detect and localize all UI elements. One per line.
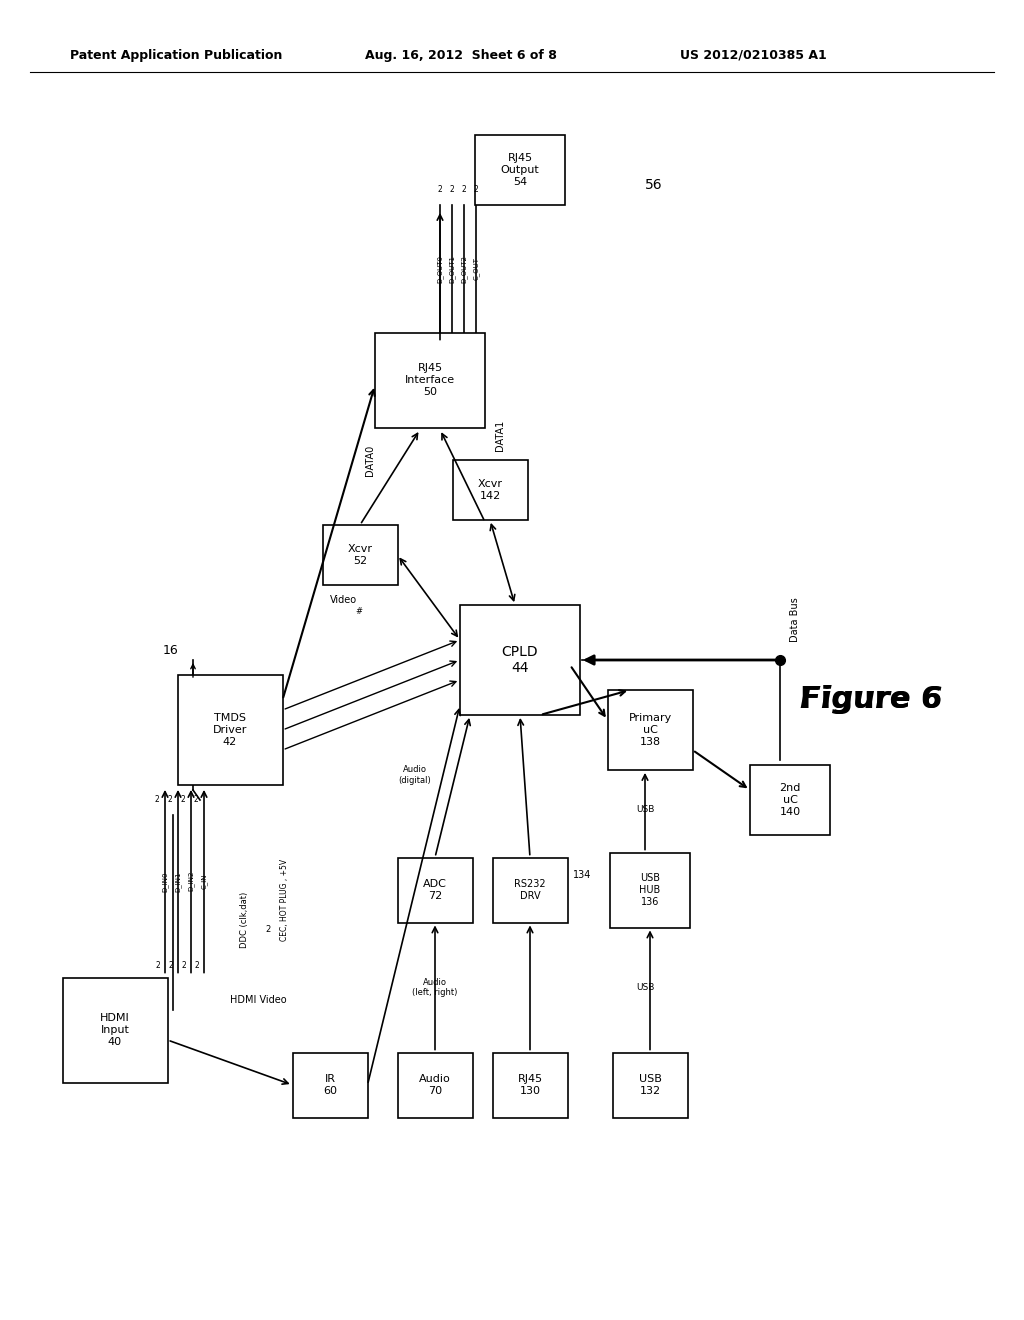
Text: Xcvr
142: Xcvr 142 [477,479,503,500]
Bar [397,858,472,923]
Text: Figure 6: Figure 6 [800,685,942,714]
Text: D_OUT0: D_OUT0 [436,255,443,282]
Text: Data Bus: Data Bus [790,598,800,643]
Text: Patent Application Publication: Patent Application Publication [70,49,283,62]
Text: CPLD
44: CPLD 44 [502,645,539,675]
Bar [62,978,168,1082]
Text: USB: USB [636,805,654,814]
Text: 2: 2 [450,186,455,194]
Text: Audio
(left, right): Audio (left, right) [413,978,458,997]
Text: 16: 16 [162,644,178,656]
Bar [375,333,485,428]
Text: D_OUT2: D_OUT2 [461,255,467,282]
Bar [610,853,690,928]
Bar [475,135,565,205]
Text: 2: 2 [181,961,186,970]
Text: USB: USB [636,983,654,993]
Text: Audio
70: Audio 70 [419,1074,451,1096]
Text: CEC, HOT PLUG , +5V: CEC, HOT PLUG , +5V [281,859,290,941]
Bar [177,675,283,785]
Text: HDMI Video: HDMI Video [230,995,287,1005]
Text: RS232
DRV: RS232 DRV [514,879,546,900]
Bar [612,1052,687,1118]
Text: RJ45
Output
54: RJ45 Output 54 [501,153,540,186]
Text: Video: Video [330,595,357,605]
Text: US 2012/0210385 A1: US 2012/0210385 A1 [680,49,826,62]
Text: Audio
(digital): Audio (digital) [398,766,431,784]
Bar [493,1052,567,1118]
Text: C_OUT: C_OUT [473,257,479,280]
Bar [453,459,527,520]
Text: D_IN1: D_IN1 [175,871,181,891]
Text: 2: 2 [195,961,200,970]
Text: 2: 2 [462,186,466,194]
Text: Primary
uC
138: Primary uC 138 [629,713,672,747]
Text: 2: 2 [180,796,185,804]
Text: DATA1: DATA1 [495,420,505,450]
Text: 2: 2 [169,961,173,970]
Text: 2nd
uC
140: 2nd uC 140 [779,783,801,817]
Bar [397,1052,472,1118]
Text: HDMI
Input
40: HDMI Input 40 [100,1014,130,1047]
Text: C_IN: C_IN [201,874,208,888]
Bar [460,605,580,715]
Text: DATA0: DATA0 [365,445,375,475]
Text: USB
132: USB 132 [639,1074,662,1096]
Text: DDC (clk,dat): DDC (clk,dat) [241,892,250,948]
Text: #: # [355,607,362,616]
Text: 2: 2 [194,796,199,804]
Text: 56: 56 [645,178,663,191]
Text: 2: 2 [474,186,478,194]
Text: 134: 134 [572,870,591,880]
Bar [607,690,692,770]
Text: RJ45
Interface
50: RJ45 Interface 50 [404,363,455,396]
Text: D_OUT1: D_OUT1 [449,255,456,282]
Text: Xcvr
52: Xcvr 52 [347,544,373,566]
Text: 2: 2 [437,186,442,194]
Text: IR
60: IR 60 [323,1074,337,1096]
Text: 2: 2 [168,796,172,804]
Text: 2: 2 [155,796,160,804]
Bar [323,525,397,585]
Text: USB
HUB
136: USB HUB 136 [639,874,660,907]
Bar [293,1052,368,1118]
Text: TMDS
Driver
42: TMDS Driver 42 [213,713,247,747]
Text: ADC
72: ADC 72 [423,879,446,900]
Text: RJ45
130: RJ45 130 [517,1074,543,1096]
Text: 2: 2 [156,961,161,970]
Bar [750,766,830,836]
Text: 2: 2 [265,925,270,935]
Text: D_IN2: D_IN2 [187,871,195,891]
Text: Aug. 16, 2012  Sheet 6 of 8: Aug. 16, 2012 Sheet 6 of 8 [365,49,557,62]
Bar [493,858,567,923]
Text: D_IN0: D_IN0 [162,871,168,891]
Text: Figure 6: Figure 6 [800,685,942,714]
